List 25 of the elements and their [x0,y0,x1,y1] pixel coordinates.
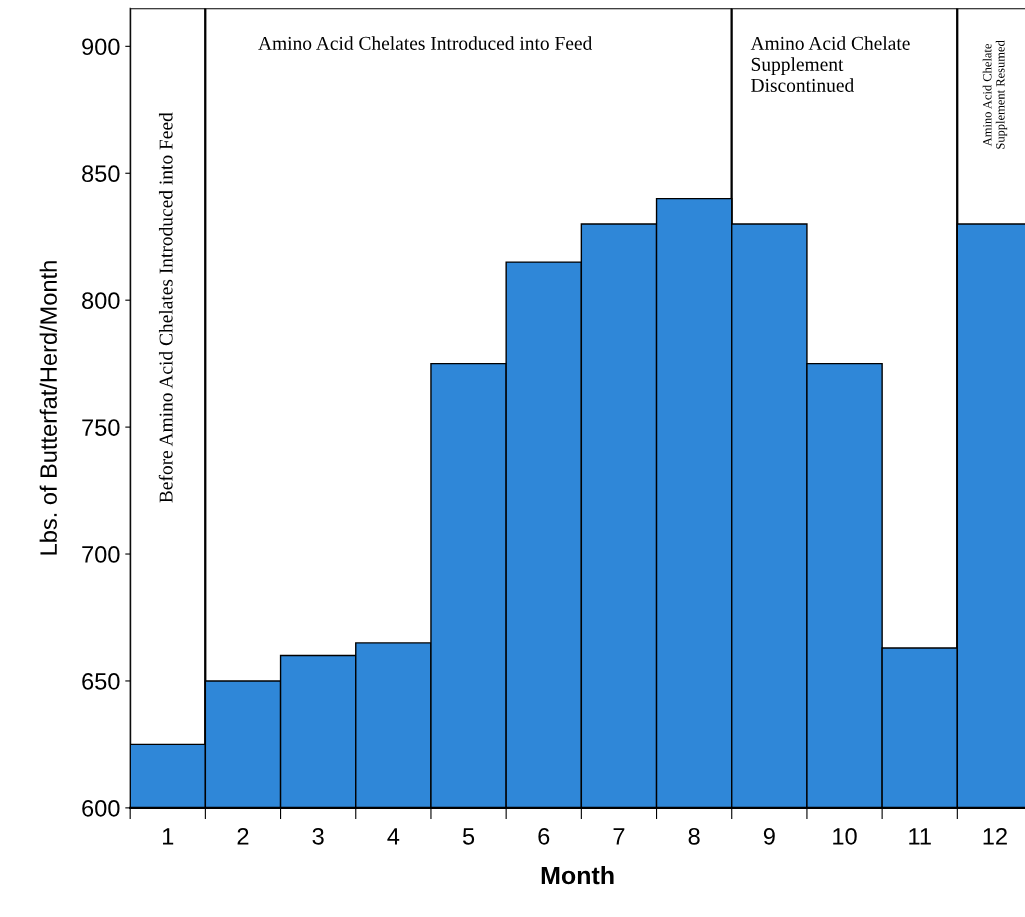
x-tick-label: 2 [237,827,249,845]
y-tick-label: 650 [82,673,120,690]
y-tick-label: 600 [82,799,120,817]
x-tick-label: 8 [688,827,700,845]
y-tick-label: 850 [82,165,120,183]
band-label: Amino Acid Chelates Introduced into Feed [258,36,593,50]
y-tick-label: 700 [82,546,120,563]
x-tick-label: 5 [462,828,475,845]
band-label: Amino Acid Chelate Supplement Resumed [982,40,1008,149]
x-tick-label: 4 [387,828,400,845]
x-tick-label: 10 [833,827,857,845]
band-label: Before Amino Acid Chelates Introduced into Feed [158,112,173,503]
y-axis-title: Lbs. of Butterfat/Herd/Month [39,261,57,555]
band-label: Amino Acid Chelate Supplement Discontinued [750,36,910,92]
x-tick-label: 6 [538,827,550,845]
x-tick-label: 12 [983,827,1007,845]
x-tick-label: 7 [613,828,625,845]
x-tick-label: 1 [163,828,174,845]
x-tick-label: 3 [312,827,324,845]
x-tick-label: 11 [909,828,931,845]
y-tick-label: 750 [82,419,120,436]
y-tick-label: 900 [82,38,120,56]
y-tick-label: 800 [82,292,120,309]
x-tick-label: 9 [763,827,775,845]
x-axis-title: Month [541,866,614,885]
